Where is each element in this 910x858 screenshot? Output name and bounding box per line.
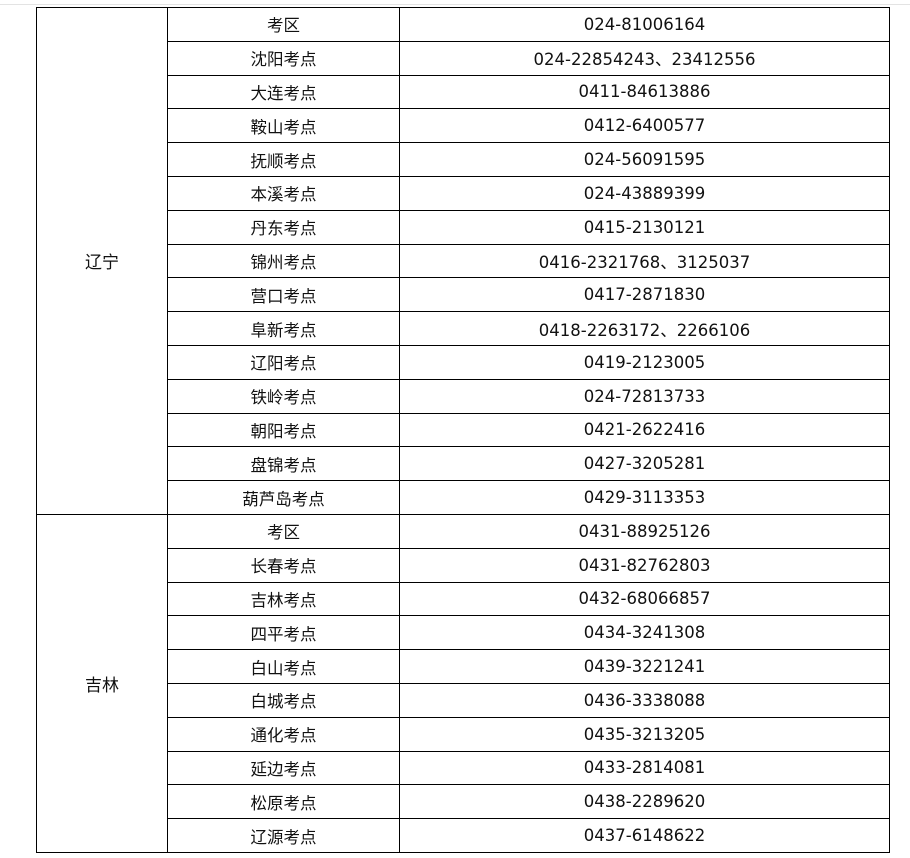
site-cell: 大连考点 xyxy=(167,74,400,110)
site-cell: 考区 xyxy=(167,513,400,549)
table-row: 丹东考点 0415-2130121 xyxy=(37,209,890,245)
site-cell: 盘锦考点 xyxy=(167,446,400,482)
phone-cell: 0437-6148622 xyxy=(399,818,890,853)
table-row: 抚顺考点 024-56091595 xyxy=(37,142,890,177)
table-row: 盘锦考点 0427-3205281 xyxy=(37,446,890,482)
phone-cell: 024-43889399 xyxy=(399,175,890,211)
site-cell: 鞍山考点 xyxy=(167,108,400,144)
site-cell: 营口考点 xyxy=(167,277,400,313)
exam-site-contact-table: 辽宁 考区 024-81006164 沈阳考点 024-22854243、2341255… xyxy=(36,7,890,853)
table-row: 葫芦岛考点 0429-3113353 xyxy=(37,480,890,515)
phone-cell: 0412-6400577 xyxy=(399,108,890,144)
table-row: 沈阳考点 024-22854243、23412556 xyxy=(37,40,890,76)
site-cell: 延边考点 xyxy=(167,750,400,786)
site-cell: 抚顺考点 xyxy=(167,142,400,177)
site-cell: 白山考点 xyxy=(167,649,400,684)
phone-cell: 0411-84613886 xyxy=(399,74,890,110)
province-cell: 吉林 xyxy=(36,513,168,853)
site-cell: 松原考点 xyxy=(167,784,400,820)
site-cell: 辽源考点 xyxy=(167,818,400,853)
table-row: 辽宁 考区 024-81006164 xyxy=(36,7,890,515)
table-row: 锦州考点 0416-2321768、3125037 xyxy=(37,243,890,279)
phone-cell: 0419-2123005 xyxy=(399,344,890,380)
phone-cell: 0436-3338088 xyxy=(399,682,890,718)
province-cell: 辽宁 xyxy=(36,7,168,515)
phone-cell: 0435-3213205 xyxy=(399,716,890,752)
site-cell: 考区 xyxy=(167,7,400,42)
table-row: 四平考点 0434-3241308 xyxy=(37,615,890,651)
table-row: 长春考点 0431-82762803 xyxy=(37,547,890,583)
site-cell: 四平考点 xyxy=(167,615,400,651)
phone-cell: 024-81006164 xyxy=(399,7,890,42)
table-row: 辽源考点 0437-6148622 xyxy=(37,818,890,853)
site-cell: 辽阳考点 xyxy=(167,344,400,380)
table-row: 营口考点 0417-2871830 xyxy=(37,277,890,313)
phone-cell: 0418-2263172、2266106 xyxy=(399,311,890,346)
site-cell: 铁岭考点 xyxy=(167,378,400,414)
table-row: 松原考点 0438-2289620 xyxy=(37,784,890,820)
table-row: 朝阳考点 0421-2622416 xyxy=(37,412,890,448)
table-row: 吉林 考区 0431-88925126 xyxy=(36,513,890,853)
top-divider xyxy=(0,4,910,5)
site-cell: 朝阳考点 xyxy=(167,412,400,448)
phone-cell: 0421-2622416 xyxy=(399,412,890,448)
site-cell: 通化考点 xyxy=(167,716,400,752)
table-row: 大连考点 0411-84613886 xyxy=(37,74,890,110)
phone-cell: 0439-3221241 xyxy=(399,649,890,684)
site-cell: 沈阳考点 xyxy=(167,40,400,76)
phone-cell: 0417-2871830 xyxy=(399,277,890,313)
table-row: 鞍山考点 0412-6400577 xyxy=(37,108,890,144)
site-cell: 吉林考点 xyxy=(167,581,400,617)
site-cell: 本溪考点 xyxy=(167,175,400,211)
phone-cell: 0427-3205281 xyxy=(399,446,890,482)
phone-cell: 0431-82762803 xyxy=(399,547,890,583)
site-cell: 葫芦岛考点 xyxy=(167,480,400,515)
phone-cell: 0416-2321768、3125037 xyxy=(399,243,890,279)
phone-cell: 0429-3113353 xyxy=(399,480,890,515)
site-cell: 白城考点 xyxy=(167,682,400,718)
site-cell: 长春考点 xyxy=(167,547,400,583)
table-row: 辽阳考点 0419-2123005 xyxy=(37,344,890,380)
table-row: 铁岭考点 024-72813733 xyxy=(37,378,890,414)
site-cell: 丹东考点 xyxy=(167,209,400,245)
phone-cell: 024-56091595 xyxy=(399,142,890,177)
site-cell: 锦州考点 xyxy=(167,243,400,279)
site-cell: 阜新考点 xyxy=(167,311,400,346)
phone-cell: 0431-88925126 xyxy=(399,513,890,549)
table-row: 本溪考点 024-43889399 xyxy=(37,175,890,211)
phone-cell: 024-22854243、23412556 xyxy=(399,40,890,76)
table-row: 吉林考点 0432-68066857 xyxy=(37,581,890,617)
phone-cell: 0432-68066857 xyxy=(399,581,890,617)
phone-cell: 024-72813733 xyxy=(399,378,890,414)
phone-cell: 0434-3241308 xyxy=(399,615,890,651)
table-row: 通化考点 0435-3213205 xyxy=(37,716,890,752)
phone-cell: 0415-2130121 xyxy=(399,209,890,245)
phone-cell: 0433-2814081 xyxy=(399,750,890,786)
phone-cell: 0438-2289620 xyxy=(399,784,890,820)
